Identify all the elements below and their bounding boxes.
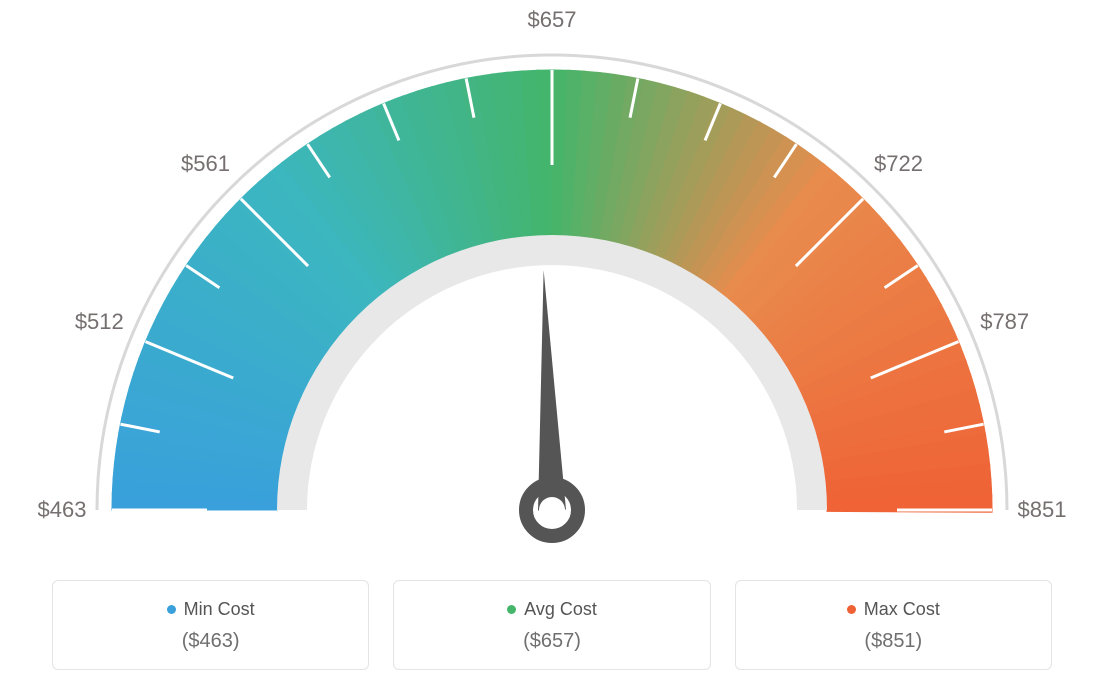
gauge-tick-label: $463 — [38, 497, 87, 523]
gauge-tick-label: $722 — [874, 151, 923, 177]
min-dot-icon — [167, 605, 176, 614]
gauge-tick-label: $851 — [1018, 497, 1067, 523]
avg-cost-label: Avg Cost — [524, 599, 597, 620]
max-cost-title: Max Cost — [847, 599, 940, 620]
gauge-chart-container: $463 $512 $561 $657 $722 $787 $851 Min Cost ($… — [0, 0, 1104, 690]
avg-cost-title: Avg Cost — [507, 599, 597, 620]
min-cost-title: Min Cost — [167, 599, 255, 620]
min-cost-label: Min Cost — [184, 599, 255, 620]
gauge-tick-label: $561 — [181, 151, 230, 177]
gauge-tick-label: $787 — [980, 309, 1029, 335]
avg-cost-card: Avg Cost ($657) — [393, 580, 710, 670]
summary-cards: Min Cost ($463) Avg Cost ($657) Max Cost… — [0, 580, 1104, 670]
min-cost-card: Min Cost ($463) — [52, 580, 369, 670]
gauge-tick-label: $512 — [75, 309, 124, 335]
min-cost-value: ($463) — [63, 630, 358, 653]
max-cost-value: ($851) — [746, 630, 1041, 653]
avg-cost-value: ($657) — [404, 630, 699, 653]
max-cost-label: Max Cost — [864, 599, 940, 620]
avg-dot-icon — [507, 605, 516, 614]
gauge: $463 $512 $561 $657 $722 $787 $851 — [0, 0, 1104, 560]
gauge-tick-label: $657 — [528, 7, 577, 33]
max-cost-card: Max Cost ($851) — [735, 580, 1052, 670]
max-dot-icon — [847, 605, 856, 614]
